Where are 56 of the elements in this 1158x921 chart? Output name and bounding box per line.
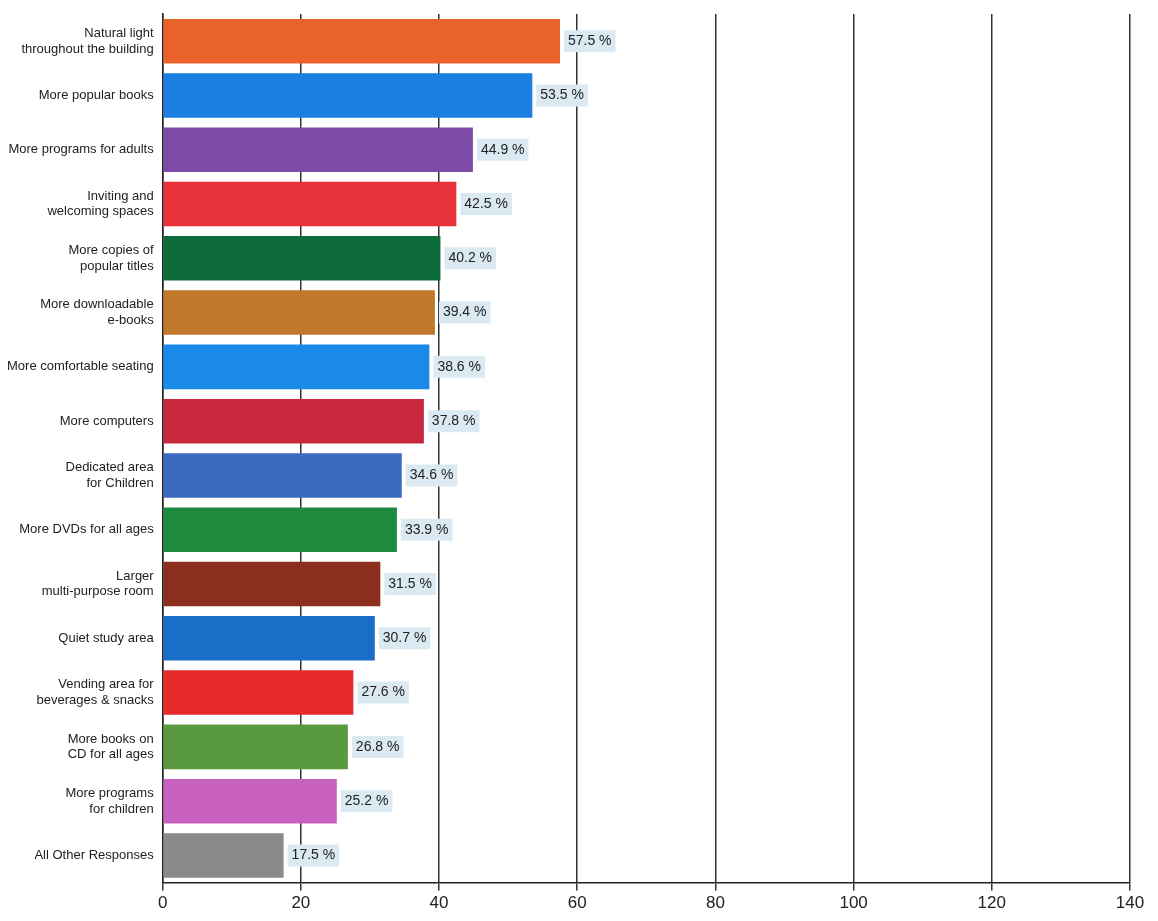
y-tick-label: Inviting and welcoming spaces xyxy=(46,187,155,219)
y-tick-label: More popular books xyxy=(38,87,155,103)
data-label: 44.9 % xyxy=(480,140,525,157)
x-tick-label: 80 xyxy=(705,893,725,913)
bar xyxy=(163,724,348,770)
data-label: 42.5 % xyxy=(464,194,508,211)
bar xyxy=(163,398,424,444)
data-label: 39.4 % xyxy=(442,303,487,320)
y-tick-label: All Other Responses xyxy=(34,847,155,863)
y-tick-label: More books on CD for all ages xyxy=(67,730,155,762)
y-tick-label: Vending area for beverages & snacks xyxy=(36,676,155,707)
bar xyxy=(163,18,560,64)
data-label: 34.6 % xyxy=(409,466,454,483)
x-tick-label: 0 xyxy=(157,893,168,913)
y-tick-label: More comfortable seating xyxy=(6,358,154,374)
data-label: 26.8 % xyxy=(355,737,400,754)
x-tick-label: 20 xyxy=(291,893,311,913)
x-tick-label: 120 xyxy=(977,893,1006,913)
bar xyxy=(163,616,375,661)
bar xyxy=(163,561,381,607)
bar xyxy=(163,236,441,281)
x-tick-label: 40 xyxy=(429,893,449,913)
y-tick-label: Natural light throughout the building xyxy=(21,24,155,56)
bar xyxy=(163,344,430,390)
data-label: 17.5 % xyxy=(291,846,336,863)
data-label: 27.6 % xyxy=(361,683,405,700)
y-tick-label: More downloadable e-books xyxy=(40,296,155,327)
data-label: 57.5 % xyxy=(567,32,612,48)
data-label: 33.9 % xyxy=(404,520,449,537)
y-tick-label: Larger multi-purpose room xyxy=(41,567,155,599)
data-label: 40.2 % xyxy=(448,249,493,266)
data-label: 25.2 % xyxy=(344,792,389,809)
y-tick-label: More programs for children xyxy=(65,784,155,816)
y-tick-label: More DVDs for all ages xyxy=(19,521,155,537)
data-label: 37.8 % xyxy=(431,412,476,429)
bar xyxy=(163,833,284,878)
bar xyxy=(163,73,533,118)
data-label: 38.6 % xyxy=(437,357,481,374)
y-tick-label: More programs for adults xyxy=(8,141,155,157)
data-label: 31.5 % xyxy=(388,574,432,591)
y-tick-label: Dedicated area for Children xyxy=(65,459,155,490)
bar xyxy=(163,453,402,498)
bar xyxy=(163,778,337,824)
bar xyxy=(163,670,354,715)
bar xyxy=(163,290,435,335)
bar xyxy=(163,127,473,172)
data-label: 30.7 % xyxy=(382,629,427,646)
x-tick-label: 140 xyxy=(1115,893,1145,913)
y-tick-label: More copies of popular titles xyxy=(68,242,155,273)
y-tick-label: More computers xyxy=(59,412,155,428)
y-tick-label: Quiet study area xyxy=(58,629,155,645)
bar xyxy=(163,181,457,227)
data-label: 53.5 % xyxy=(540,86,584,103)
x-tick-label: 60 xyxy=(567,893,587,913)
bar xyxy=(163,507,397,552)
x-tick-label: 100 xyxy=(839,893,868,913)
